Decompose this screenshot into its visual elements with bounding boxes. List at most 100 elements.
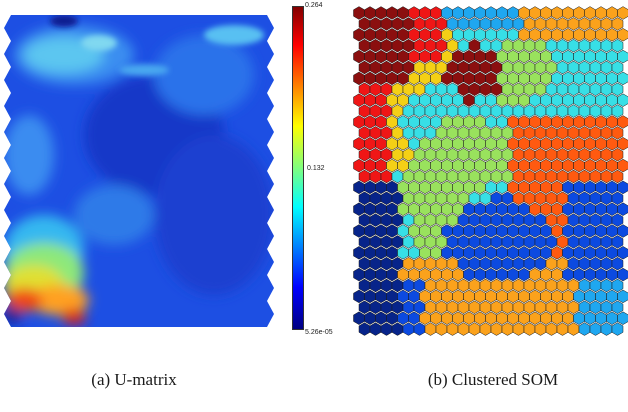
som-hex-cell: [567, 278, 580, 293]
som-hex-cell: [606, 311, 618, 325]
som-hex-cell: [397, 115, 409, 129]
som-hex-cell: [573, 311, 585, 325]
som-hex-cell: [474, 224, 486, 238]
som-hex-cell: [479, 60, 492, 75]
som-hex-cell: [518, 224, 530, 238]
som-hex-cell: [501, 126, 514, 140]
som-hex-cell: [529, 93, 541, 107]
som-hex-cell: [490, 126, 503, 140]
som-hex-cell: [485, 180, 497, 195]
som-hex-cell: [430, 49, 442, 64]
som-hex-cell: [375, 202, 387, 216]
som-hex-cell: [364, 49, 376, 64]
som-hex-cell: [529, 202, 541, 216]
som-hex-cell: [600, 82, 613, 96]
som-hex-cell: [452, 93, 464, 107]
som-hex-cell: [501, 257, 514, 271]
som-hex-cell: [600, 60, 613, 75]
som-hex-cell: [507, 224, 519, 238]
som-hex-cell: [589, 148, 602, 162]
som-hex-cell: [386, 137, 398, 151]
som-hex-cell: [523, 322, 536, 336]
som-hex-cell: [501, 300, 514, 314]
som-hex-cell: [391, 169, 404, 184]
som-hex-cell: [589, 257, 602, 271]
colorbar: [292, 6, 304, 330]
som-hex-cell: [496, 28, 508, 42]
som-hex-cell: [512, 191, 525, 205]
som-hex-cell: [496, 71, 508, 86]
som-hex-cell: [600, 213, 613, 227]
colorbar-min-label: 5.26e-05: [305, 329, 333, 336]
som-hex-cell: [551, 137, 563, 151]
som-hex-cell: [474, 202, 486, 216]
som-hex-cell: [485, 6, 497, 20]
som-hex-cell: [369, 322, 382, 336]
som-hex-cell: [386, 246, 398, 260]
som-hex-cell: [424, 169, 437, 184]
som-hex-cell: [435, 300, 448, 314]
som-hex-cell: [545, 322, 558, 336]
som-hex-cell: [474, 71, 486, 86]
som-hex-cell: [573, 246, 585, 260]
som-hex-cell: [589, 235, 602, 249]
som-hex-cell: [468, 169, 481, 184]
som-hex-cell: [545, 300, 558, 314]
som-hex-cell: [435, 191, 448, 205]
som-hex-cell: [369, 60, 382, 75]
som-hex-cell: [457, 104, 470, 118]
som-hex-cell: [523, 148, 536, 162]
som-hex-cell: [463, 93, 475, 107]
som-hex-cell: [353, 246, 365, 260]
som-hex-cell: [369, 104, 382, 118]
som-hex-cell: [386, 71, 398, 86]
som-hex-cell: [463, 202, 475, 216]
som-hex-cell: [512, 104, 525, 118]
som-hex-cell: [600, 322, 613, 336]
som-hex-cell: [419, 28, 431, 42]
som-hex-cell: [501, 169, 514, 184]
som-hex-cell: [518, 49, 530, 64]
som-hex-cell: [479, 191, 492, 205]
som-hex-cell: [578, 39, 591, 53]
som-hex-cell: [413, 322, 426, 336]
som-hex-cell: [474, 311, 486, 325]
som-hex-cell: [452, 137, 464, 151]
som-hex-cell: [562, 137, 574, 151]
som-hex-cell: [457, 257, 470, 271]
som-hex-cell: [479, 257, 492, 271]
som-hex-cell: [369, 39, 382, 53]
som-hex-cell: [501, 82, 514, 96]
som-hex-cell: [430, 115, 442, 129]
som-hex-cell: [600, 278, 613, 293]
som-hex-cell: [430, 93, 442, 107]
som-hex-cell: [430, 311, 442, 325]
som-hex-cell: [534, 322, 547, 336]
som-hex-cell: [589, 126, 602, 140]
som-hex-cell: [364, 115, 376, 129]
som-hex-cell: [358, 104, 371, 118]
som-hex-cell: [419, 289, 431, 304]
som-hex-cell: [397, 6, 409, 20]
som-hex-cell: [463, 137, 475, 151]
som-hex-cell: [518, 180, 530, 195]
som-hex-cell: [402, 104, 415, 118]
som-hex-cell: [595, 202, 607, 216]
som-hex-cell: [435, 235, 448, 249]
som-hex-cell: [430, 224, 442, 238]
som-hex-cell: [534, 39, 547, 53]
som-hex-cell: [452, 115, 464, 129]
som-hex-cell: [589, 104, 602, 118]
som-hex-cell: [380, 191, 393, 205]
som-hex-cell: [595, 158, 607, 173]
som-hex-cell: [402, 17, 415, 31]
som-hex-cell: [419, 246, 431, 260]
som-hex-cell: [617, 6, 628, 20]
som-hex-cell: [600, 235, 613, 249]
som-hex-cell: [595, 115, 607, 129]
som-hex-cell: [419, 49, 431, 64]
som-hex-cell: [419, 6, 431, 20]
som-hex-cell: [523, 278, 536, 293]
som-hex-cell: [512, 169, 525, 184]
